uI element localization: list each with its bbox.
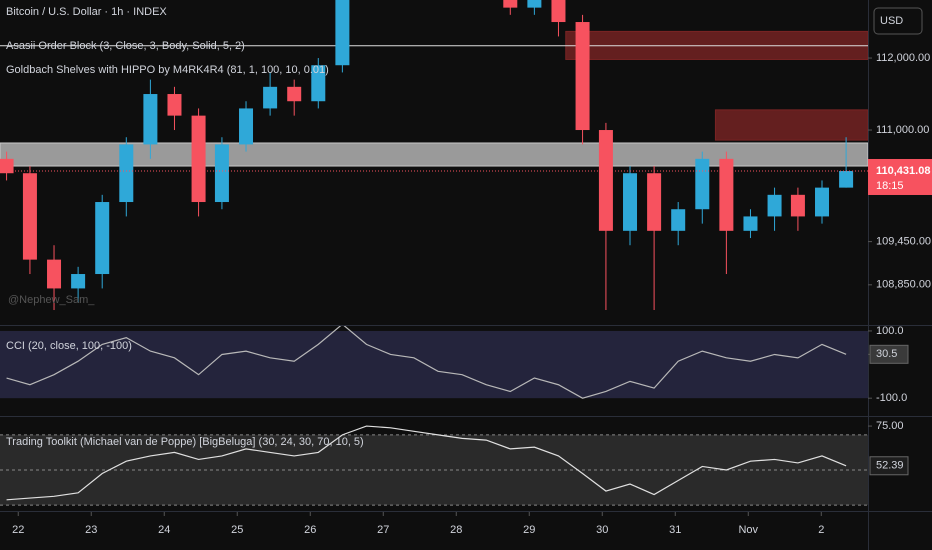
pane xyxy=(0,326,868,399)
pane xyxy=(0,0,868,311)
y-tick-label: 111,000.00 xyxy=(876,124,929,136)
candle-body xyxy=(790,194,805,217)
candle-body xyxy=(22,173,37,260)
candle-body xyxy=(575,22,590,131)
symbol-title: Bitcoin / U.S. Dollar · 1h · INDEX xyxy=(6,6,167,18)
last-value-box xyxy=(869,344,909,364)
candle-body xyxy=(743,216,758,231)
indicator-label: Asasii Order Block (3, Close, 3, Body, S… xyxy=(6,40,245,52)
candle-body xyxy=(767,194,782,217)
candle-body xyxy=(551,0,566,23)
x-tick-label: 30 xyxy=(596,524,608,536)
candle-body xyxy=(598,130,613,231)
band xyxy=(0,330,868,399)
y-tick-label: 75.00 xyxy=(876,420,904,432)
last-price-box xyxy=(868,158,932,195)
last-value-label: 52.39 xyxy=(876,460,904,472)
candle-body xyxy=(167,94,182,116)
currency: USD xyxy=(880,15,903,27)
candle-body xyxy=(214,144,229,203)
x-tick-label: 23 xyxy=(85,524,97,536)
last-price-label: 110,431.08 xyxy=(876,165,930,177)
candle-body xyxy=(527,0,542,8)
candle-body xyxy=(95,202,110,275)
last-value-box xyxy=(869,456,909,476)
indicator-label: Goldbach Shelves with HIPPO by M4RK4R4 (… xyxy=(6,64,329,76)
pane xyxy=(0,425,868,506)
candle-body xyxy=(71,274,86,289)
x-tick-label: 27 xyxy=(377,524,389,536)
candle-body xyxy=(119,144,134,203)
candle-body xyxy=(143,94,158,145)
y-tick-label: 109,450.00 xyxy=(876,236,931,248)
candle-body xyxy=(191,115,206,203)
x-tick-label: Nov xyxy=(738,524,758,536)
x-tick-label: 28 xyxy=(450,524,462,536)
x-tick-label: 22 xyxy=(12,524,24,536)
candle-body xyxy=(239,108,254,145)
y-tick-label: 112,000.00 xyxy=(876,52,930,64)
candle-body xyxy=(287,86,302,102)
x-tick-label: 29 xyxy=(523,524,535,536)
candle-body xyxy=(695,158,710,210)
zone xyxy=(714,109,868,141)
x-tick-label: 2 xyxy=(818,524,824,536)
candle-body xyxy=(311,65,326,102)
candle-body xyxy=(647,173,662,231)
series-line xyxy=(6,326,847,399)
candle-body xyxy=(503,0,518,8)
y-tick-label: -100.0 xyxy=(876,392,907,404)
x-tick-label: 31 xyxy=(669,524,681,536)
last-value-label: 30.5 xyxy=(876,348,897,360)
candle-body xyxy=(335,0,350,66)
y-tick-label: 108,850.00 xyxy=(876,279,931,291)
series-line xyxy=(6,425,847,501)
pane-title: Trading Toolkit (Michael van de Poppe) [… xyxy=(6,436,364,448)
x-tick-label: 25 xyxy=(231,524,243,536)
currency-button[interactable] xyxy=(873,7,923,35)
x-tick-label: 24 xyxy=(158,524,170,536)
watermark: @Nephew_Sam_ xyxy=(8,294,95,306)
pane-title: CCI (20, close, 100, -100) xyxy=(6,340,132,352)
candle-body xyxy=(815,187,830,217)
candle-body xyxy=(0,158,14,174)
candle-body xyxy=(839,170,854,188)
countdown: 18:15 xyxy=(876,180,904,192)
candle-body xyxy=(263,86,278,109)
candle-body xyxy=(671,209,686,231)
candle-body xyxy=(719,158,734,231)
x-tick-label: 26 xyxy=(304,524,316,536)
y-tick-label: 100.0 xyxy=(876,325,904,337)
candle-body xyxy=(623,173,638,231)
candle-body xyxy=(47,259,62,289)
